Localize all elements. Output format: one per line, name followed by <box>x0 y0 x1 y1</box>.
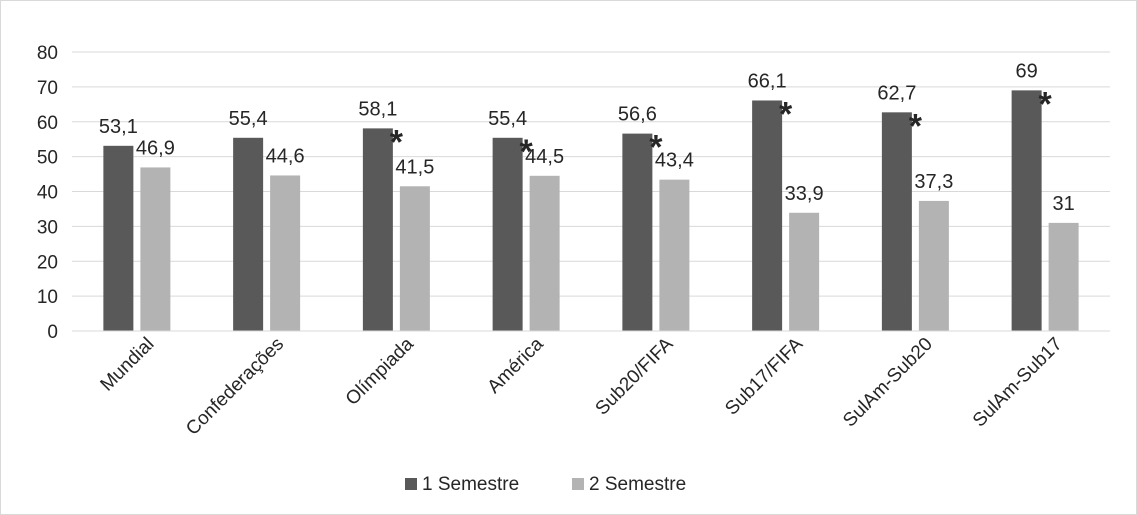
bar-2-semestre <box>789 212 820 331</box>
data-label: 66,1 <box>748 70 787 92</box>
data-label: 33,9 <box>785 183 824 205</box>
category-label: Sub20/FIFA <box>592 333 678 419</box>
bar-2-semestre <box>918 200 949 331</box>
category-label: SulAm-Sub17 <box>969 334 1067 432</box>
data-label: 53,1 <box>99 116 138 138</box>
significance-asterisk: * <box>1039 85 1053 123</box>
data-label: 44,6 <box>266 145 305 167</box>
significance-asterisk: * <box>520 133 534 171</box>
data-label: 56,6 <box>618 104 657 126</box>
bar-2-semestre <box>529 175 560 331</box>
data-label: 58,1 <box>358 98 397 120</box>
y-tick-label: 70 <box>37 78 58 99</box>
significance-asterisk: * <box>909 107 923 145</box>
y-tick-label: 80 <box>37 43 58 64</box>
data-label: 44,5 <box>525 146 564 168</box>
y-tick-label: 40 <box>37 183 58 204</box>
legend-label: 2 Semestre <box>589 474 686 495</box>
category-label: Olímpiada <box>342 333 418 409</box>
category-label: SulAm-Sub20 <box>839 334 937 432</box>
data-label: 43,4 <box>655 150 694 172</box>
category-label: Mundial <box>97 334 159 396</box>
bar-1-semestre <box>492 137 523 331</box>
legend-swatch <box>405 478 417 490</box>
legend-swatch <box>572 478 584 490</box>
bar-2-semestre <box>399 186 430 331</box>
significance-asterisk: * <box>779 95 793 133</box>
y-tick-label: 50 <box>37 148 58 169</box>
data-label: 37,3 <box>914 171 953 193</box>
bar-2-semestre <box>140 167 171 331</box>
data-label: 55,4 <box>488 108 527 130</box>
bar-2-semestre <box>270 175 301 331</box>
legend-label: 1 Semestre <box>422 474 519 495</box>
significance-asterisk: * <box>390 123 404 161</box>
bar-2-semestre <box>1048 222 1079 331</box>
category-label: Confederações <box>182 334 288 440</box>
bar-1-semestre <box>881 112 912 332</box>
bar-1-semestre <box>103 145 134 331</box>
y-tick-label: 20 <box>37 252 58 273</box>
data-label: 55,4 <box>229 108 268 130</box>
data-label: 62,7 <box>877 82 916 104</box>
category-label: América <box>484 333 548 397</box>
data-label: 31 <box>1053 193 1075 215</box>
bar-1-semestre <box>233 137 264 331</box>
bar-1-semestre <box>1011 90 1042 331</box>
data-label: 69 <box>1016 60 1038 82</box>
data-label: 46,9 <box>136 137 175 159</box>
bar-1-semestre <box>752 100 783 331</box>
bar-2-semestre <box>659 179 690 331</box>
y-tick-label: 30 <box>37 217 58 238</box>
significance-asterisk: * <box>649 129 663 167</box>
category-label: Sub17/FIFA <box>721 333 807 419</box>
y-tick-label: 10 <box>37 287 58 308</box>
y-tick-label: 0 <box>47 322 58 343</box>
bar-1-semestre <box>622 133 653 331</box>
data-label: 41,5 <box>395 156 434 178</box>
bar-1-semestre <box>362 128 393 331</box>
y-tick-label: 60 <box>37 113 58 134</box>
